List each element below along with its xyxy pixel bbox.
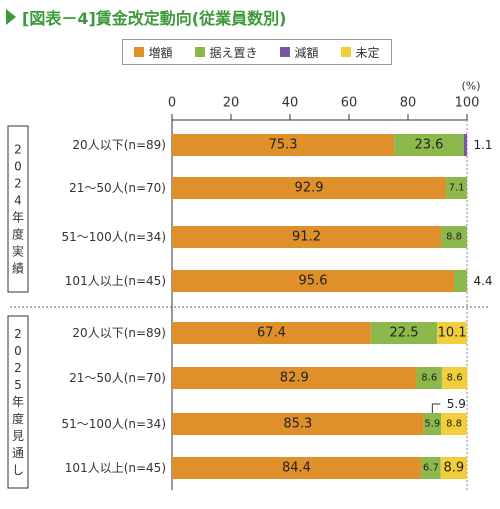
bar-segment-hold bbox=[423, 413, 442, 435]
bar-segment-increase bbox=[172, 226, 442, 248]
group-label-char: 見 bbox=[12, 429, 24, 443]
legend-item-increase: 増額 bbox=[134, 44, 173, 61]
data-label-increase: 91.2 bbox=[292, 230, 321, 245]
triangle-marker-icon bbox=[6, 9, 16, 25]
group-label-char: 績 bbox=[12, 262, 24, 276]
legend-swatch-increase bbox=[134, 47, 145, 57]
legend-label-decrease: 減額 bbox=[294, 45, 319, 60]
bar-segment-increase bbox=[172, 367, 417, 389]
bar-segment-hold bbox=[416, 367, 442, 389]
data-label-increase: 75.3 bbox=[269, 138, 298, 153]
bar-segment-undecided bbox=[440, 457, 467, 479]
legend-label-increase: 増額 bbox=[148, 45, 173, 60]
bar-segment-hold bbox=[454, 270, 467, 292]
data-label-hold: 7.1 bbox=[449, 183, 465, 194]
group-label-char: 実 bbox=[12, 244, 24, 259]
category-label: 101人以上(n=45) bbox=[65, 461, 166, 475]
group-label-char: 4 bbox=[14, 194, 22, 208]
data-label-decrease: 1.1 bbox=[473, 138, 492, 152]
group-label-char: 通 bbox=[12, 446, 24, 460]
legend-swatch-decrease bbox=[280, 47, 291, 57]
data-label-increase: 84.4 bbox=[282, 461, 311, 476]
data-label-increase: 82.9 bbox=[280, 371, 309, 386]
legend-label-undecided: 未定 bbox=[355, 45, 380, 60]
group-label-char: 度 bbox=[12, 411, 24, 426]
callout-line bbox=[431, 403, 441, 413]
bar-segment-hold bbox=[420, 457, 441, 479]
bar-segment-increase bbox=[172, 134, 395, 156]
category-label: 21～50人(n=70) bbox=[69, 181, 166, 195]
legend-swatch-undecided bbox=[341, 47, 352, 57]
bar-segment-decrease bbox=[463, 134, 467, 156]
x-tick-label: 80 bbox=[400, 96, 417, 111]
group-label-char: 2 bbox=[14, 361, 22, 375]
data-label-increase: 67.4 bbox=[257, 326, 286, 341]
group-label-char: 年 bbox=[12, 395, 24, 409]
bar-segment-increase bbox=[172, 413, 424, 435]
category-label: 51～100人(n=34) bbox=[62, 230, 166, 244]
unit-label: (%) bbox=[461, 80, 480, 93]
category-label: 20人以下(n=89) bbox=[72, 138, 166, 152]
legend-item-undecided: 未定 bbox=[341, 44, 380, 61]
bar-segment-undecided bbox=[441, 413, 467, 435]
data-label-hold: 8.6 bbox=[421, 373, 437, 384]
chart-title-text: [図表－4]賃金改定動向(従業員数別) bbox=[22, 9, 287, 28]
x-tick-label: 60 bbox=[341, 96, 358, 111]
bar-segment-increase bbox=[172, 177, 447, 199]
group-label-char: 0 bbox=[14, 344, 22, 358]
data-label-hold: 5.9 bbox=[424, 419, 440, 430]
category-label: 51～100人(n=34) bbox=[62, 417, 166, 431]
data-label-increase: 95.6 bbox=[299, 274, 328, 289]
group-label-char: 2 bbox=[14, 327, 22, 341]
category-label: 20人以下(n=89) bbox=[72, 326, 166, 340]
bar-segment-hold bbox=[441, 226, 467, 248]
data-label-hold-outside: 4.4 bbox=[473, 274, 492, 288]
data-label-increase: 85.3 bbox=[283, 417, 312, 432]
x-tick-label: 100 bbox=[455, 96, 480, 111]
data-label-undecided: 10.1 bbox=[438, 326, 467, 341]
category-label: 21～50人(n=70) bbox=[69, 371, 166, 385]
group-label-char: 5 bbox=[14, 378, 22, 392]
bar-segment-hold bbox=[394, 134, 464, 156]
data-label-undecided: 8.6 bbox=[447, 373, 463, 384]
bar-segment-increase bbox=[172, 457, 421, 479]
data-label-hold-callout: 5.9 bbox=[447, 397, 466, 411]
bar-segment-undecided bbox=[441, 367, 468, 389]
data-label-undecided: 8.9 bbox=[444, 461, 465, 476]
x-tick-label: 0 bbox=[168, 96, 176, 111]
bar-segment-hold bbox=[370, 322, 438, 344]
x-tick-label: 40 bbox=[282, 96, 299, 111]
group-label-char: 年 bbox=[12, 211, 24, 225]
group-label-char: 0 bbox=[14, 160, 22, 174]
bar-segment-hold bbox=[446, 177, 467, 199]
data-label-hold: 22.5 bbox=[390, 326, 419, 341]
group-label-box bbox=[7, 315, 29, 489]
data-label-increase: 92.9 bbox=[295, 181, 324, 196]
group-label-char: 2 bbox=[14, 143, 22, 157]
bar-segment-increase bbox=[172, 270, 455, 292]
legend-label-hold: 据え置き bbox=[209, 45, 258, 60]
data-label-undecided: 8.8 bbox=[446, 419, 462, 430]
group-label-char: し bbox=[12, 463, 24, 477]
legend-item-decrease: 減額 bbox=[280, 44, 319, 61]
data-label-hold: 8.8 bbox=[446, 232, 462, 243]
data-label-hold: 6.7 bbox=[423, 463, 439, 474]
group-label-char: 2 bbox=[14, 177, 22, 191]
bar-segment-undecided bbox=[437, 322, 467, 344]
group-label-char: 度 bbox=[12, 227, 24, 242]
chart-title: [図表－4]賃金改定動向(従業員数別) bbox=[6, 4, 286, 30]
group-label-box bbox=[7, 125, 29, 293]
bar-segment-increase bbox=[172, 322, 371, 344]
data-label-hold: 23.6 bbox=[414, 138, 443, 153]
legend: 増額 据え置き 減額 未定 bbox=[122, 39, 392, 65]
legend-swatch-hold bbox=[195, 47, 206, 57]
legend-item-hold: 据え置き bbox=[195, 44, 258, 61]
x-tick-label: 20 bbox=[223, 96, 240, 111]
category-label: 101人以上(n=45) bbox=[65, 274, 166, 288]
